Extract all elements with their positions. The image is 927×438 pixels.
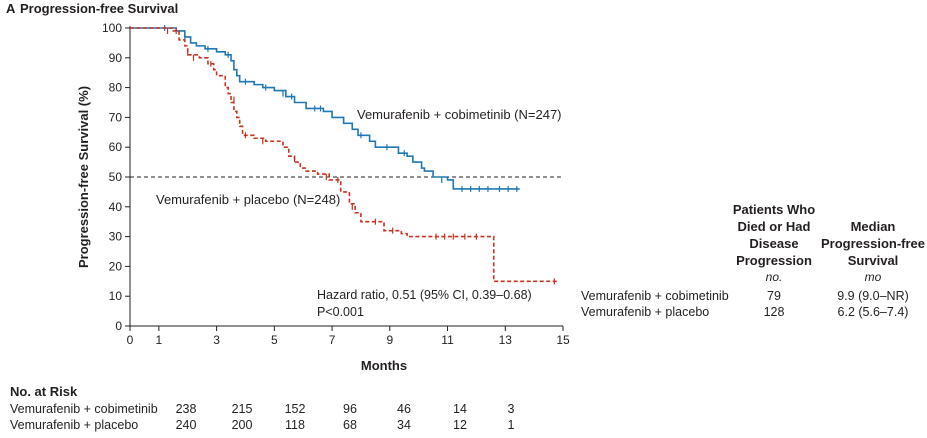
at-risk-count-combo: 96 xyxy=(343,402,357,416)
at-risk-count-combo: 215 xyxy=(232,402,253,416)
x-tick-label: 1 xyxy=(156,333,163,347)
at-risk-count-placebo: 34 xyxy=(397,418,411,432)
x-tick-label: 7 xyxy=(329,333,336,347)
p-value-annotation: P<0.001 xyxy=(317,305,364,319)
y-tick-label: 50 xyxy=(109,170,123,184)
at-risk-title: No. at Risk xyxy=(10,384,78,399)
y-tick-label: 20 xyxy=(109,259,123,273)
series-label-combo: Vemurafenib + cobimetinib (N=247) xyxy=(357,107,562,122)
events-header-line-4: Progression xyxy=(736,253,812,268)
y-tick-label: 40 xyxy=(109,200,123,214)
x-tick-label: 13 xyxy=(499,333,513,347)
summary-table: Patients Who Died or Had Disease Progres… xyxy=(581,202,925,319)
series-line-placebo xyxy=(130,27,558,283)
at-risk-group-placebo: Vemurafenib + placebo xyxy=(10,418,138,432)
at-risk-count-combo: 14 xyxy=(453,402,467,416)
median-header-line-1: Median xyxy=(851,219,896,234)
x-tick-label: 9 xyxy=(386,333,393,347)
x-tick-label: 5 xyxy=(271,333,278,347)
summary-row-combo-median: 9.9 (9.0–NR) xyxy=(837,289,909,303)
median-header-line-3: Survival xyxy=(848,253,899,268)
series-label-placebo: Vemurafenib + placebo (N=248) xyxy=(156,192,340,207)
y-tick-label: 0 xyxy=(115,319,122,333)
summary-row-placebo-group: Vemurafenib + placebo xyxy=(581,305,709,319)
at-risk-count-placebo: 68 xyxy=(343,418,357,432)
panel-letter: A xyxy=(6,1,16,16)
median-header-line-2: Progression-free xyxy=(821,236,925,251)
at-risk-count-placebo: 12 xyxy=(453,418,467,432)
chart-title: Progression-free Survival xyxy=(20,1,178,16)
summary-row-placebo-events: 128 xyxy=(764,305,785,319)
summary-row-placebo-median: 6.2 (5.6–7.4) xyxy=(838,305,909,319)
y-tick-label: 60 xyxy=(109,140,123,154)
at-risk-count-combo: 238 xyxy=(176,402,197,416)
events-header-line-3: Disease xyxy=(749,236,798,251)
series-layer xyxy=(130,25,558,285)
events-header-line-2: Died or Had xyxy=(738,219,811,234)
y-tick-label: 10 xyxy=(109,289,123,303)
y-tick-label: 80 xyxy=(109,81,123,95)
summary-row-combo-events: 79 xyxy=(767,289,781,303)
events-unit: no. xyxy=(766,270,783,284)
at-risk-count-placebo: 200 xyxy=(232,418,253,432)
events-header-line-1: Patients Who xyxy=(733,202,815,217)
x-tick-label: 3 xyxy=(213,333,220,347)
y-tick-label: 100 xyxy=(102,21,122,35)
at-risk-count-combo: 152 xyxy=(285,402,306,416)
y-axis-title: Progression-free Survival (%) xyxy=(76,86,91,268)
x-tick-label: 0 xyxy=(127,333,134,347)
at-risk-table: No. at Risk Vemurafenib + cobimetinib Ve… xyxy=(10,384,515,432)
summary-row-combo-group: Vemurafenib + cobimetinib xyxy=(581,289,729,303)
median-unit: mo xyxy=(865,270,882,284)
at-risk-count-combo: 3 xyxy=(508,402,515,416)
at-risk-count-placebo: 240 xyxy=(176,418,197,432)
at-risk-count-placebo: 118 xyxy=(285,418,305,432)
y-tick-label: 70 xyxy=(109,110,123,124)
at-risk-group-combo: Vemurafenib + cobimetinib xyxy=(10,402,158,416)
hazard-ratio-annotation: Hazard ratio, 0.51 (95% CI, 0.39–0.68) xyxy=(317,288,532,302)
x-axis-title: Months xyxy=(361,358,407,373)
y-tick-label: 90 xyxy=(109,51,123,65)
at-risk-count-placebo: 1 xyxy=(508,418,515,432)
x-tick-label: 15 xyxy=(556,333,570,347)
y-tick-label: 30 xyxy=(109,230,123,244)
x-tick-label: 11 xyxy=(441,333,454,347)
at-risk-count-combo: 46 xyxy=(397,402,411,416)
